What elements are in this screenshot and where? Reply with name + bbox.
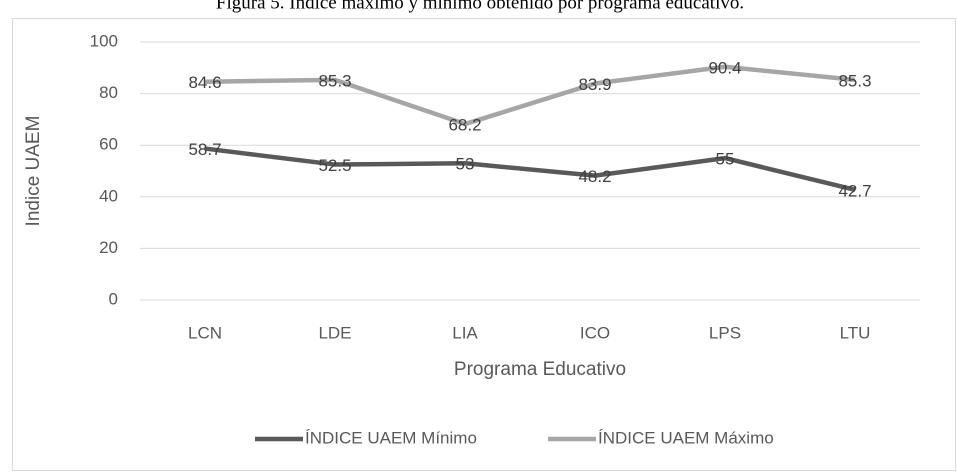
y-tick-label: 20 (99, 238, 118, 257)
legend-label: ÍNDICE UAEM Máximo (598, 428, 774, 447)
x-tick-label: LTU (840, 323, 871, 342)
x-tick-label: ICO (580, 323, 610, 342)
series-line (204, 146, 856, 193)
data-label: 85.3 (318, 71, 351, 90)
y-tick-label: 100 (90, 31, 118, 50)
chart-frame (12, 18, 956, 471)
x-tick-label: LIA (452, 323, 478, 342)
data-label: 55 (716, 150, 735, 169)
chart-title: Figura 5. Índice máximo y mínimo obtenid… (216, 0, 744, 13)
data-label: 90.4 (708, 58, 741, 77)
legend-label: ÍNDICE UAEM Mínimo (305, 428, 477, 447)
data-label: 68.2 (448, 116, 481, 135)
y-tick-label: 60 (99, 135, 118, 154)
data-label: 52.5 (318, 156, 351, 175)
y-tick-label: 40 (99, 186, 118, 205)
y-axis-title: Indice UAEM (23, 116, 44, 227)
data-label: 42.7 (838, 181, 871, 200)
y-tick-label: 80 (99, 83, 118, 102)
data-label: 58.7 (188, 140, 221, 159)
data-label: 83.9 (578, 75, 611, 94)
x-tick-label: LCN (188, 323, 222, 342)
data-label: 85.3 (838, 71, 871, 90)
data-label: 84.6 (188, 73, 221, 92)
x-tick-label: LDE (318, 323, 351, 342)
series-line (204, 64, 856, 127)
x-axis-title: Programa Educativo (454, 359, 626, 380)
data-label: 53 (456, 155, 475, 174)
x-tick-label: LPS (709, 323, 741, 342)
y-tick-label: 0 (109, 289, 118, 308)
data-label: 48.2 (578, 167, 611, 186)
